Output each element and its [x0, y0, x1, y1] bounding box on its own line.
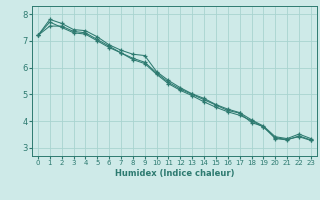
X-axis label: Humidex (Indice chaleur): Humidex (Indice chaleur) [115, 169, 234, 178]
